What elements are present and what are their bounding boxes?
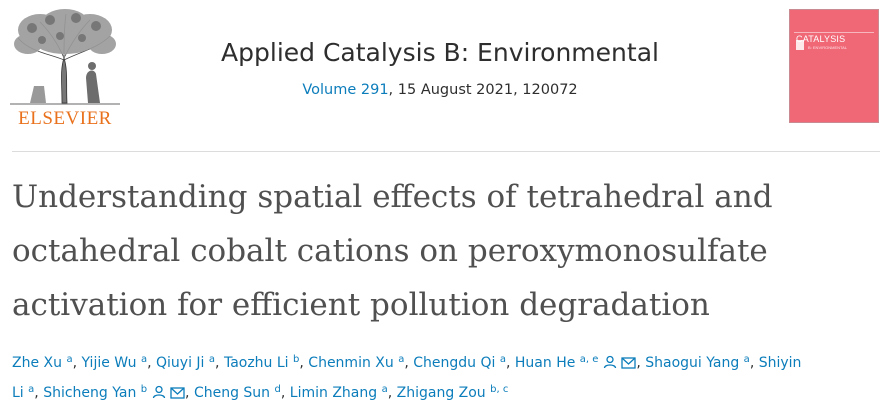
affiliation-marker[interactable]: a xyxy=(398,354,405,365)
author-name: Chengdu Qi xyxy=(413,355,496,371)
author-link[interactable]: Yijie Wu a xyxy=(81,354,148,371)
article-title: Understanding spatial effects of tetrahe… xyxy=(12,170,882,332)
author-name: Limin Zhang xyxy=(289,385,378,401)
author-line-1: Zhe Xu a, Yijie Wu a, Qiuyi Ji a, Taozhu… xyxy=(12,348,882,378)
cover-logo-mark xyxy=(796,40,804,50)
affiliation-marker[interactable]: a xyxy=(208,354,216,365)
issue-date-and-article-number: , 15 August 2021, 120072 xyxy=(388,82,578,98)
author-separator: , xyxy=(299,355,309,371)
issue-info: Volume 291, 15 August 2021, 120072 xyxy=(140,82,740,98)
author-link[interactable]: Chenmin Xu a xyxy=(308,354,405,371)
author-name: Taozhu Li xyxy=(223,355,289,371)
journal-cover-image[interactable]: CATALYSIS B: ENVIRONMENTAL xyxy=(789,9,879,123)
author-name: Qiuyi Ji xyxy=(156,355,205,371)
affiliation-marker[interactable]: a xyxy=(66,354,73,365)
author-link[interactable]: Qiuyi Ji a xyxy=(156,354,216,371)
author-name: Cheng Sun xyxy=(193,385,271,401)
author-separator: , xyxy=(404,355,414,371)
article-title-line: Understanding spatial effects of tetrahe… xyxy=(12,179,773,215)
cover-title: CATALYSIS xyxy=(796,34,846,44)
author-list: Zhe Xu a, Yijie Wu a, Qiuyi Ji a, Taozhu… xyxy=(12,348,882,408)
author-separator: , xyxy=(215,355,224,371)
affiliation-marker[interactable]: a xyxy=(499,354,506,365)
publisher-wordmark: ELSEVIER xyxy=(18,108,112,129)
author-name: Li xyxy=(12,385,24,401)
author-link[interactable]: Cheng Sun d xyxy=(193,384,281,401)
cover-subtitle: B: ENVIRONMENTAL xyxy=(808,45,848,50)
person-icon[interactable] xyxy=(152,385,166,399)
author-name: Chenmin Xu xyxy=(308,355,394,371)
header-divider xyxy=(12,151,880,152)
author-separator: , xyxy=(34,385,44,401)
author-name: Zhe Xu xyxy=(12,355,62,371)
author-link[interactable]: Shaogui Yang a xyxy=(645,354,750,371)
person-icon[interactable] xyxy=(603,355,617,369)
author-separator: , xyxy=(185,385,194,401)
author-separator: , xyxy=(280,385,290,401)
author-link[interactable]: Huan He a, e xyxy=(514,354,636,371)
author-name: Shaogui Yang xyxy=(645,355,740,371)
affiliation-marker[interactable]: a xyxy=(28,384,35,395)
affiliation-marker[interactable]: d xyxy=(274,384,281,395)
author-line-2: Li a, Shicheng Yan b , Cheng Sun d, Limi… xyxy=(12,378,882,408)
affiliation-marker[interactable]: b, c xyxy=(490,384,509,395)
article-title-line: activation for efficient pollution degra… xyxy=(12,287,710,323)
cover-top-band xyxy=(794,14,874,33)
affiliation-marker[interactable]: a xyxy=(140,354,148,365)
author-link[interactable]: Taozhu Li b xyxy=(223,354,300,371)
author-name: Yijie Wu xyxy=(81,355,137,371)
elsevier-tree-icon xyxy=(10,9,120,105)
author-link[interactable]: Shicheng Yan b xyxy=(43,384,185,401)
article-title-line: octahedral cobalt cations on peroxymonos… xyxy=(12,233,768,269)
affiliation-marker[interactable]: b xyxy=(293,354,300,365)
affiliation-marker[interactable]: a, e xyxy=(579,354,599,365)
author-link[interactable]: Li a xyxy=(12,384,35,401)
author-name: Shicheng Yan xyxy=(43,385,137,401)
author-separator: , xyxy=(387,385,397,401)
journal-title-link[interactable]: Applied Catalysis B: Environmental xyxy=(221,38,659,67)
author-link[interactable]: Shiyin xyxy=(759,355,802,371)
journal-header: ELSEVIER Applied Catalysis B: Environmen… xyxy=(0,0,892,150)
author-separator: , xyxy=(505,355,515,371)
author-separator: , xyxy=(147,355,157,371)
author-link[interactable]: Zhigang Zou b, c xyxy=(396,384,509,401)
author-separator: , xyxy=(72,355,82,371)
author-link[interactable]: Limin Zhang a xyxy=(289,384,388,401)
affiliation-marker[interactable]: b xyxy=(140,384,148,395)
affiliation-marker[interactable]: a xyxy=(743,354,750,365)
author-separator: , xyxy=(636,355,646,371)
author-name: Huan He xyxy=(514,355,576,371)
author-name: Zhigang Zou xyxy=(396,385,486,401)
mail-icon[interactable] xyxy=(621,357,636,369)
author-link[interactable]: Zhe Xu a xyxy=(12,354,73,371)
affiliation-marker[interactable]: a xyxy=(381,384,388,395)
author-name: Shiyin xyxy=(758,355,802,371)
author-separator: , xyxy=(749,355,759,371)
elsevier-logo[interactable]: ELSEVIER xyxy=(10,8,120,130)
volume-link[interactable]: Volume 291 xyxy=(302,82,389,98)
mail-icon[interactable] xyxy=(170,387,185,399)
author-link[interactable]: Chengdu Qi a xyxy=(413,354,506,371)
